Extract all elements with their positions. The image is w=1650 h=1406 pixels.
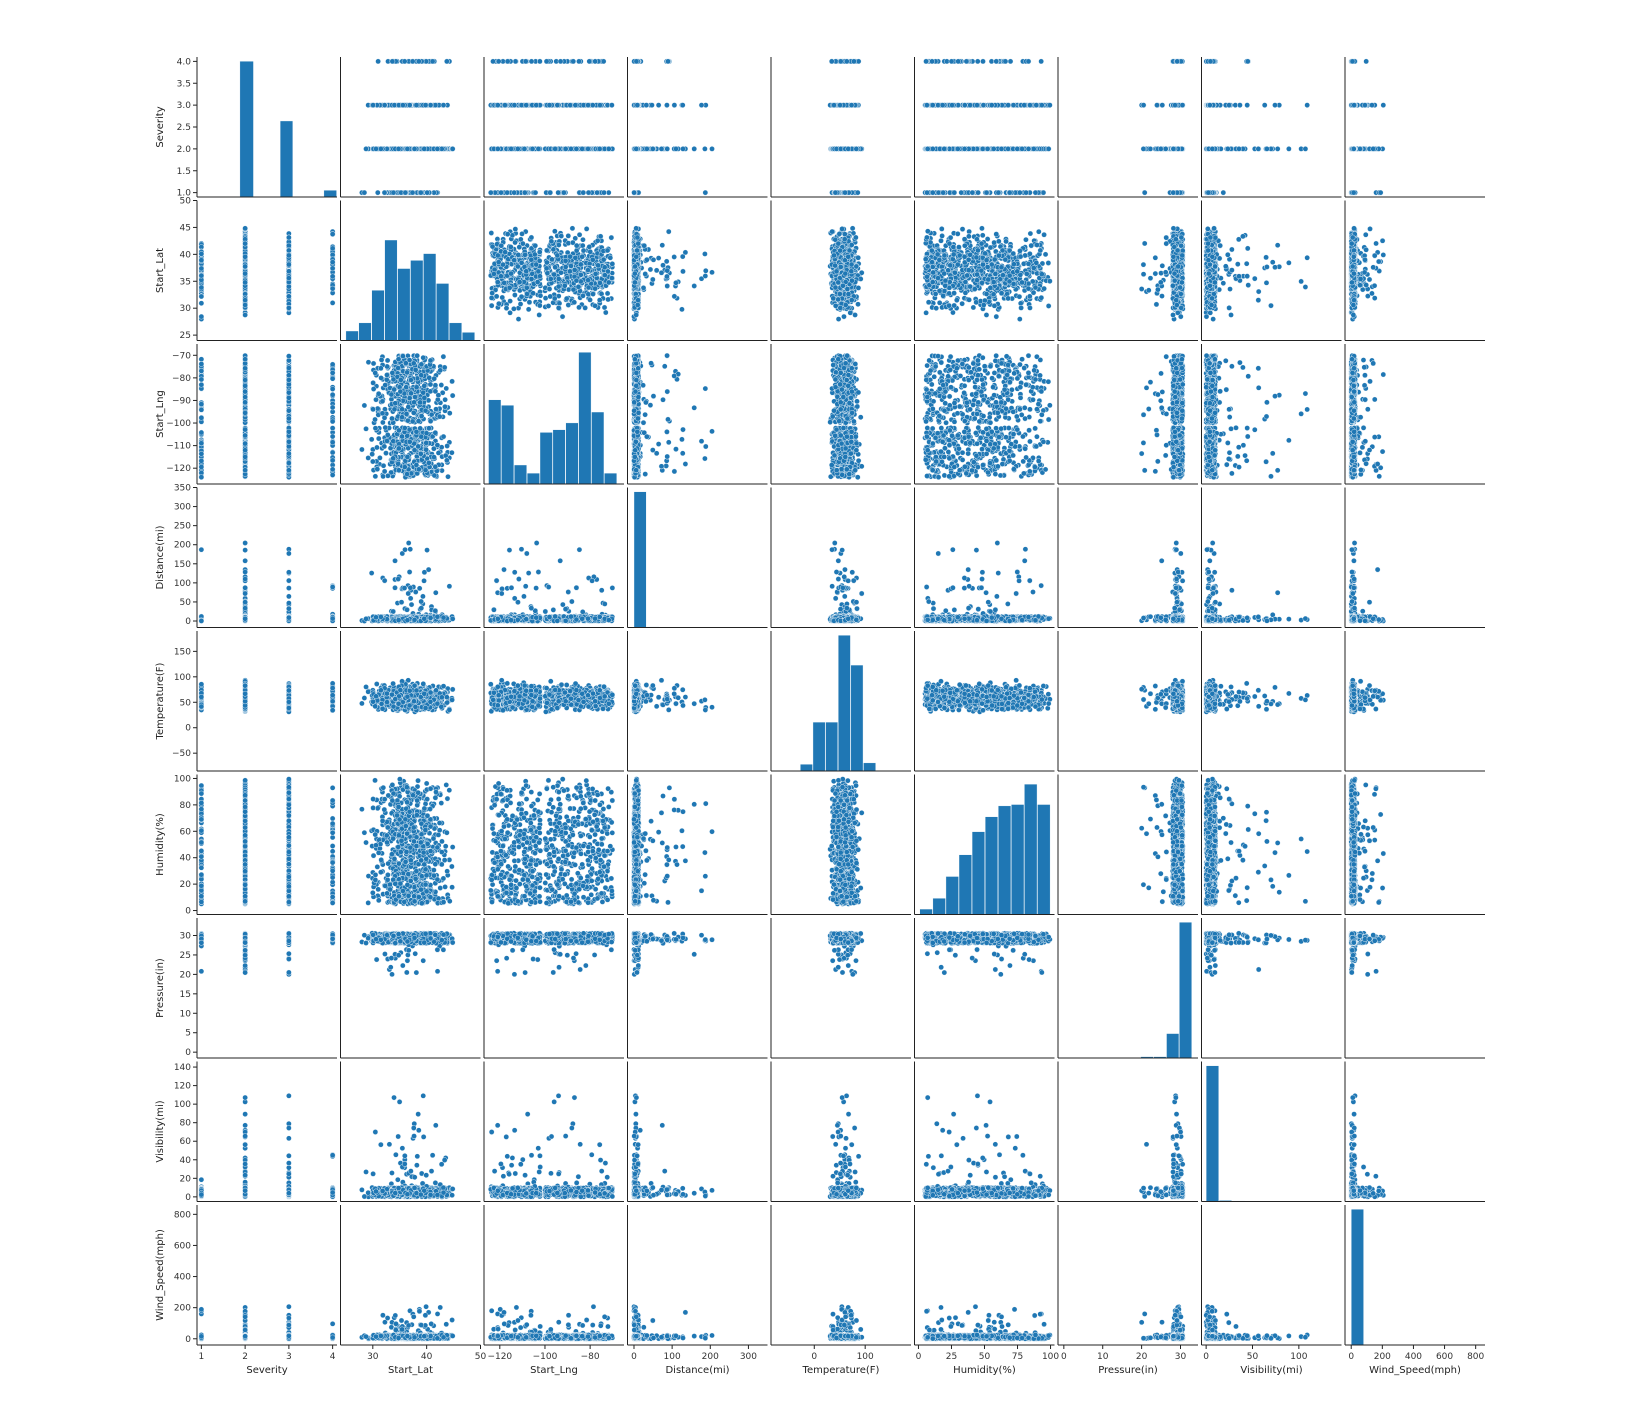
point [428, 103, 433, 108]
panel-Severity-vs-Severity [197, 57, 337, 197]
point [373, 146, 378, 151]
point [400, 103, 405, 108]
point [435, 146, 440, 151]
point [441, 103, 446, 108]
point [523, 59, 528, 64]
point [363, 146, 368, 151]
point [362, 190, 367, 195]
point [370, 103, 375, 108]
point [410, 59, 415, 64]
point [558, 59, 563, 64]
point [405, 146, 410, 151]
point [412, 146, 417, 151]
point [423, 103, 428, 108]
point [403, 190, 408, 195]
point [416, 59, 421, 64]
point [396, 146, 401, 151]
point [444, 59, 449, 64]
point [407, 103, 412, 108]
point [378, 146, 383, 151]
point [450, 146, 455, 151]
point [382, 190, 387, 195]
point [433, 103, 438, 108]
point [422, 146, 427, 151]
point [375, 190, 380, 195]
point [430, 59, 435, 64]
hist-bar-Severity-9 [280, 121, 293, 197]
hist-bar-Severity-6 [240, 61, 254, 197]
point [391, 190, 396, 195]
point [414, 103, 419, 108]
point [402, 59, 407, 64]
point [390, 59, 395, 64]
point [418, 190, 423, 195]
hist-bar-Severity-12 [324, 190, 337, 197]
panel-Severity-vs-Start_Lng [484, 57, 624, 197]
panel-Severity-vs-Start_Lat [341, 57, 481, 197]
point [606, 190, 611, 195]
point [376, 59, 381, 64]
point [410, 190, 415, 195]
point [425, 190, 430, 195]
point [382, 103, 387, 108]
